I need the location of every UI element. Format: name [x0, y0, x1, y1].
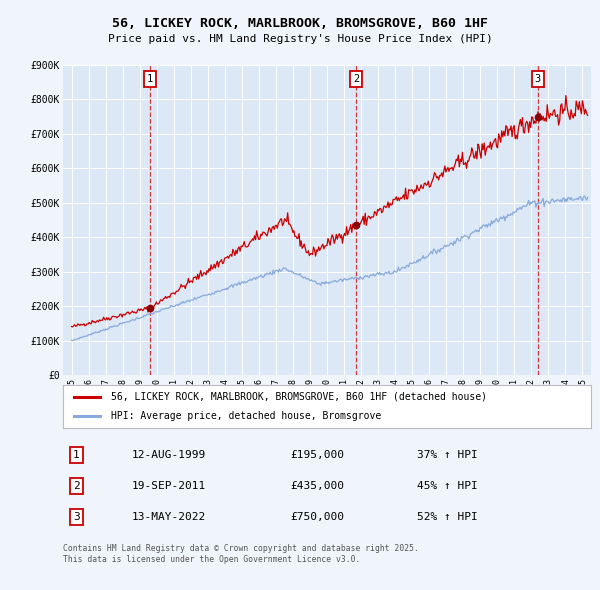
- Text: 45% ↑ HPI: 45% ↑ HPI: [417, 481, 478, 491]
- Text: 1: 1: [73, 450, 80, 460]
- Text: Contains HM Land Registry data © Crown copyright and database right 2025.
This d: Contains HM Land Registry data © Crown c…: [63, 545, 419, 564]
- Text: 19-SEP-2011: 19-SEP-2011: [131, 481, 206, 491]
- Text: 3: 3: [73, 512, 80, 522]
- Text: £435,000: £435,000: [290, 481, 344, 491]
- Text: 56, LICKEY ROCK, MARLBROOK, BROMSGROVE, B60 1HF (detached house): 56, LICKEY ROCK, MARLBROOK, BROMSGROVE, …: [110, 392, 487, 402]
- Text: 13-MAY-2022: 13-MAY-2022: [131, 512, 206, 522]
- Text: 2: 2: [73, 481, 80, 491]
- Text: 2: 2: [353, 74, 359, 84]
- Text: 52% ↑ HPI: 52% ↑ HPI: [417, 512, 478, 522]
- Text: £195,000: £195,000: [290, 450, 344, 460]
- Text: £750,000: £750,000: [290, 512, 344, 522]
- Text: 56, LICKEY ROCK, MARLBROOK, BROMSGROVE, B60 1HF: 56, LICKEY ROCK, MARLBROOK, BROMSGROVE, …: [112, 17, 488, 30]
- Text: 3: 3: [535, 74, 541, 84]
- Text: 1: 1: [147, 74, 153, 84]
- Text: 37% ↑ HPI: 37% ↑ HPI: [417, 450, 478, 460]
- Text: HPI: Average price, detached house, Bromsgrove: HPI: Average price, detached house, Brom…: [110, 411, 381, 421]
- Text: 12-AUG-1999: 12-AUG-1999: [131, 450, 206, 460]
- Text: Price paid vs. HM Land Registry's House Price Index (HPI): Price paid vs. HM Land Registry's House …: [107, 34, 493, 44]
